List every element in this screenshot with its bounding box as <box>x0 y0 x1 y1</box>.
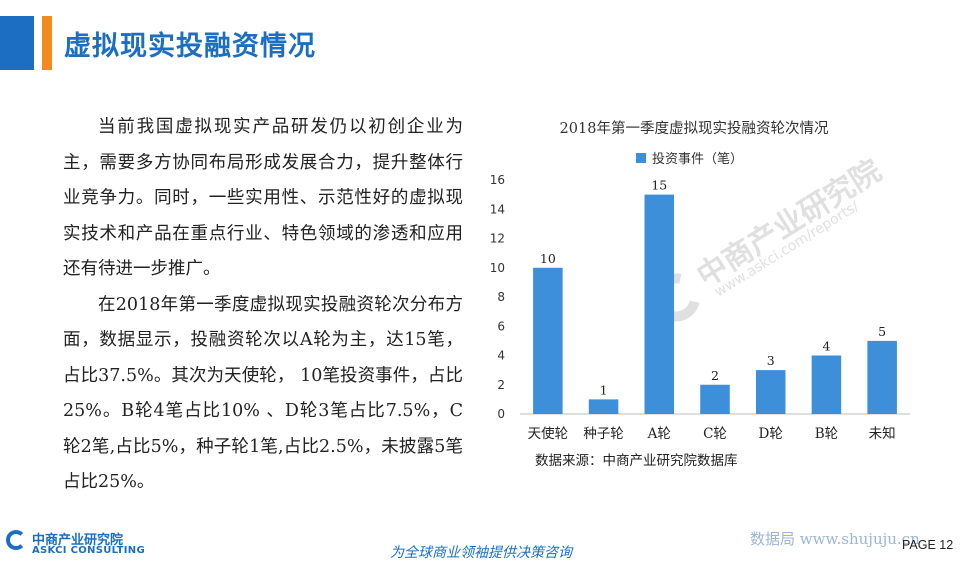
logo-icon <box>6 530 26 550</box>
logo-cn: 中商产业研究院 <box>32 533 124 548</box>
chart-title: 2018年第一季度虚拟现实投融资轮次情况 <box>560 119 829 137</box>
data-label: 4 <box>822 339 830 354</box>
x-tick-label: B轮 <box>815 426 838 442</box>
y-tick-label: 6 <box>497 319 505 333</box>
data-label: 15 <box>651 178 667 193</box>
bar-chart: 2018年第一季度虚拟现实投融资轮次情况 投资事件（笔） 0 2 4 6 8 10 12 14… <box>476 108 916 478</box>
x-tick-label: C轮 <box>703 426 727 442</box>
bar <box>588 399 619 414</box>
x-tick-label: 种子轮 <box>583 426 624 442</box>
x-tick-label: A轮 <box>647 426 671 442</box>
paragraph-1: 当前我国虚拟现实产品研发仍以初创企业为主，需要多方协同布局形成发展合力，提升整体… <box>63 117 463 279</box>
bar-chart-svg: 2018年第一季度虚拟现实投融资轮次情况 投资事件（笔） 02468101214… <box>490 119 910 469</box>
x-tick-label: D轮 <box>759 426 783 442</box>
data-label: 10 <box>540 251 556 266</box>
footer-slogan: 为全球商业领袖提供决策咨询 <box>390 545 572 561</box>
bar <box>644 194 675 414</box>
x-tick-label: 未知 <box>869 425 896 442</box>
data-label: 5 <box>878 324 886 339</box>
y-tick-label: 8 <box>497 290 505 304</box>
y-tick-label: 2 <box>497 378 505 392</box>
legend-swatch <box>636 153 646 163</box>
header-accent-blue <box>0 16 34 70</box>
watermark-bottom: 数据局 www.shujuju.cn <box>750 530 920 548</box>
y-tick-label: 12 <box>490 232 505 246</box>
data-label: 2 <box>711 368 719 383</box>
page-number: PAGE 12 <box>902 538 954 552</box>
data-label: 3 <box>767 353 775 368</box>
bar-layer: 10 1 15 2 3 4 5 <box>533 178 897 414</box>
body-text: 当前我国虚拟现实产品研发仍以初创企业为主，需要多方协同布局形成发展合力，提升整体… <box>63 110 463 501</box>
header-accent-orange <box>42 16 52 70</box>
bar <box>867 340 897 414</box>
y-tick-label: 16 <box>490 173 505 187</box>
data-label: 1 <box>600 382 608 397</box>
chart-source: 数据来源：中商产业研究院数据库 <box>535 453 738 469</box>
logo-en: ASKCI CONSULTING <box>32 545 145 556</box>
legend-label: 投资事件（笔） <box>652 151 743 167</box>
y-tick-label: 14 <box>490 202 505 216</box>
x-tick-label: 天使轮 <box>528 425 569 442</box>
y-tick-label: 10 <box>490 261 505 275</box>
y-tick-label: 4 <box>497 349 505 363</box>
bar <box>811 355 842 414</box>
company-logo: 中商产业研究院 ASKCI CONSULTING <box>6 526 156 560</box>
page-title: 虚拟现实投融资情况 <box>64 31 316 62</box>
y-tick-label: 0 <box>497 407 505 421</box>
bar <box>755 370 786 414</box>
bar <box>700 384 730 414</box>
paragraph-2: 在2018年第一季度虚拟现实投融资轮次分布方面，数据显示，投融资轮次以A轮为主，… <box>63 294 463 493</box>
bar <box>533 267 563 414</box>
